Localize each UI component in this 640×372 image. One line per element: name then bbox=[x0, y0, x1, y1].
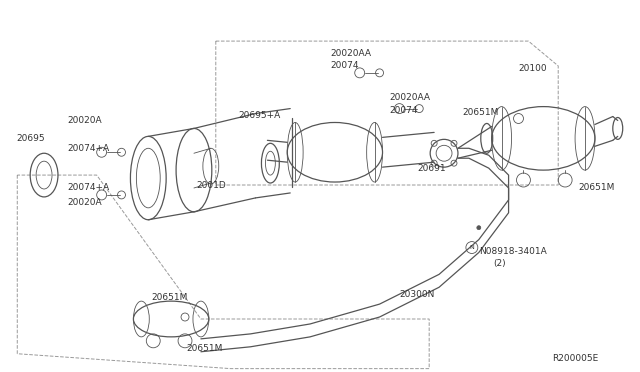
Text: R200005E: R200005E bbox=[552, 354, 598, 363]
Text: 20300N: 20300N bbox=[399, 290, 435, 299]
Text: N08918-3401A: N08918-3401A bbox=[479, 247, 547, 256]
Text: (2): (2) bbox=[493, 259, 506, 268]
Text: 20020AA: 20020AA bbox=[390, 93, 431, 102]
Text: 20651M: 20651M bbox=[151, 293, 188, 302]
Text: 20074+A: 20074+A bbox=[67, 144, 109, 153]
Text: 20651M: 20651M bbox=[186, 344, 222, 353]
Text: 20691: 20691 bbox=[417, 164, 446, 173]
Text: 20074: 20074 bbox=[330, 61, 358, 70]
Text: 20695: 20695 bbox=[16, 134, 45, 143]
Text: 20020A: 20020A bbox=[67, 198, 102, 207]
Text: 20651M: 20651M bbox=[578, 183, 614, 192]
Text: 20074+A: 20074+A bbox=[67, 183, 109, 192]
Text: 2001D: 2001D bbox=[196, 180, 226, 189]
Text: 20100: 20100 bbox=[518, 64, 547, 73]
Text: 20020AA: 20020AA bbox=[330, 48, 371, 58]
Text: 20020A: 20020A bbox=[67, 116, 102, 125]
Circle shape bbox=[477, 226, 481, 230]
Text: 20074: 20074 bbox=[390, 106, 418, 115]
Text: N: N bbox=[470, 245, 474, 250]
Text: 20651M: 20651M bbox=[462, 108, 499, 117]
Text: 20695+A: 20695+A bbox=[239, 111, 281, 120]
